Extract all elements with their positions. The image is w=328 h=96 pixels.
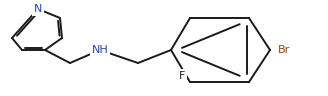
- Text: Br: Br: [278, 45, 290, 55]
- Text: NH: NH: [92, 45, 108, 55]
- Text: F: F: [179, 71, 185, 81]
- Text: N: N: [34, 4, 42, 14]
